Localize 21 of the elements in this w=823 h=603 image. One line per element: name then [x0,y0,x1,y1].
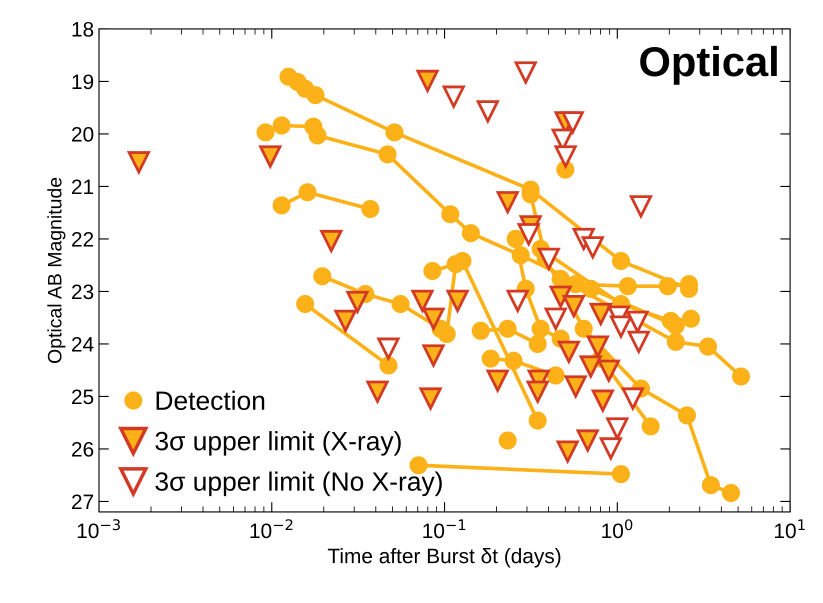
y-tick-label: 19 [72,74,94,90]
y-axis-title: Optical AB Magnitude [47,178,66,364]
legend-label: Detection [156,390,264,410]
legend-label: 3σ upper limit (No X-ray) [155,472,442,496]
y-tick-label: 22 [72,232,94,246]
x-tick-label: 10$^{0}$ [602,519,632,538]
x-tick-label: 10$^{−1}$ [423,519,466,538]
y-tick-label: 25 [72,389,94,404]
x-tick-label: 10$^{1}$ [775,519,805,538]
x-axis-title: Time after Burst δt (days) [328,548,560,568]
x-tick-label: 10$^{−2}$ [250,519,292,538]
y-tick-label: 26 [72,442,94,457]
y-tick-label: 20 [72,126,94,142]
y-tick-label: 23 [72,284,94,300]
y-tick-label: 27 [72,494,94,509]
y-tick-label: 21 [72,179,94,194]
legend-label: 3σ upper limit (X-ray) [155,431,401,456]
chart-title: Optical [640,46,777,85]
x-tick-label: 10$^{−3}$ [78,519,120,538]
y-tick-label: 18 [72,22,94,37]
y-tick-label: 24 [72,336,94,352]
